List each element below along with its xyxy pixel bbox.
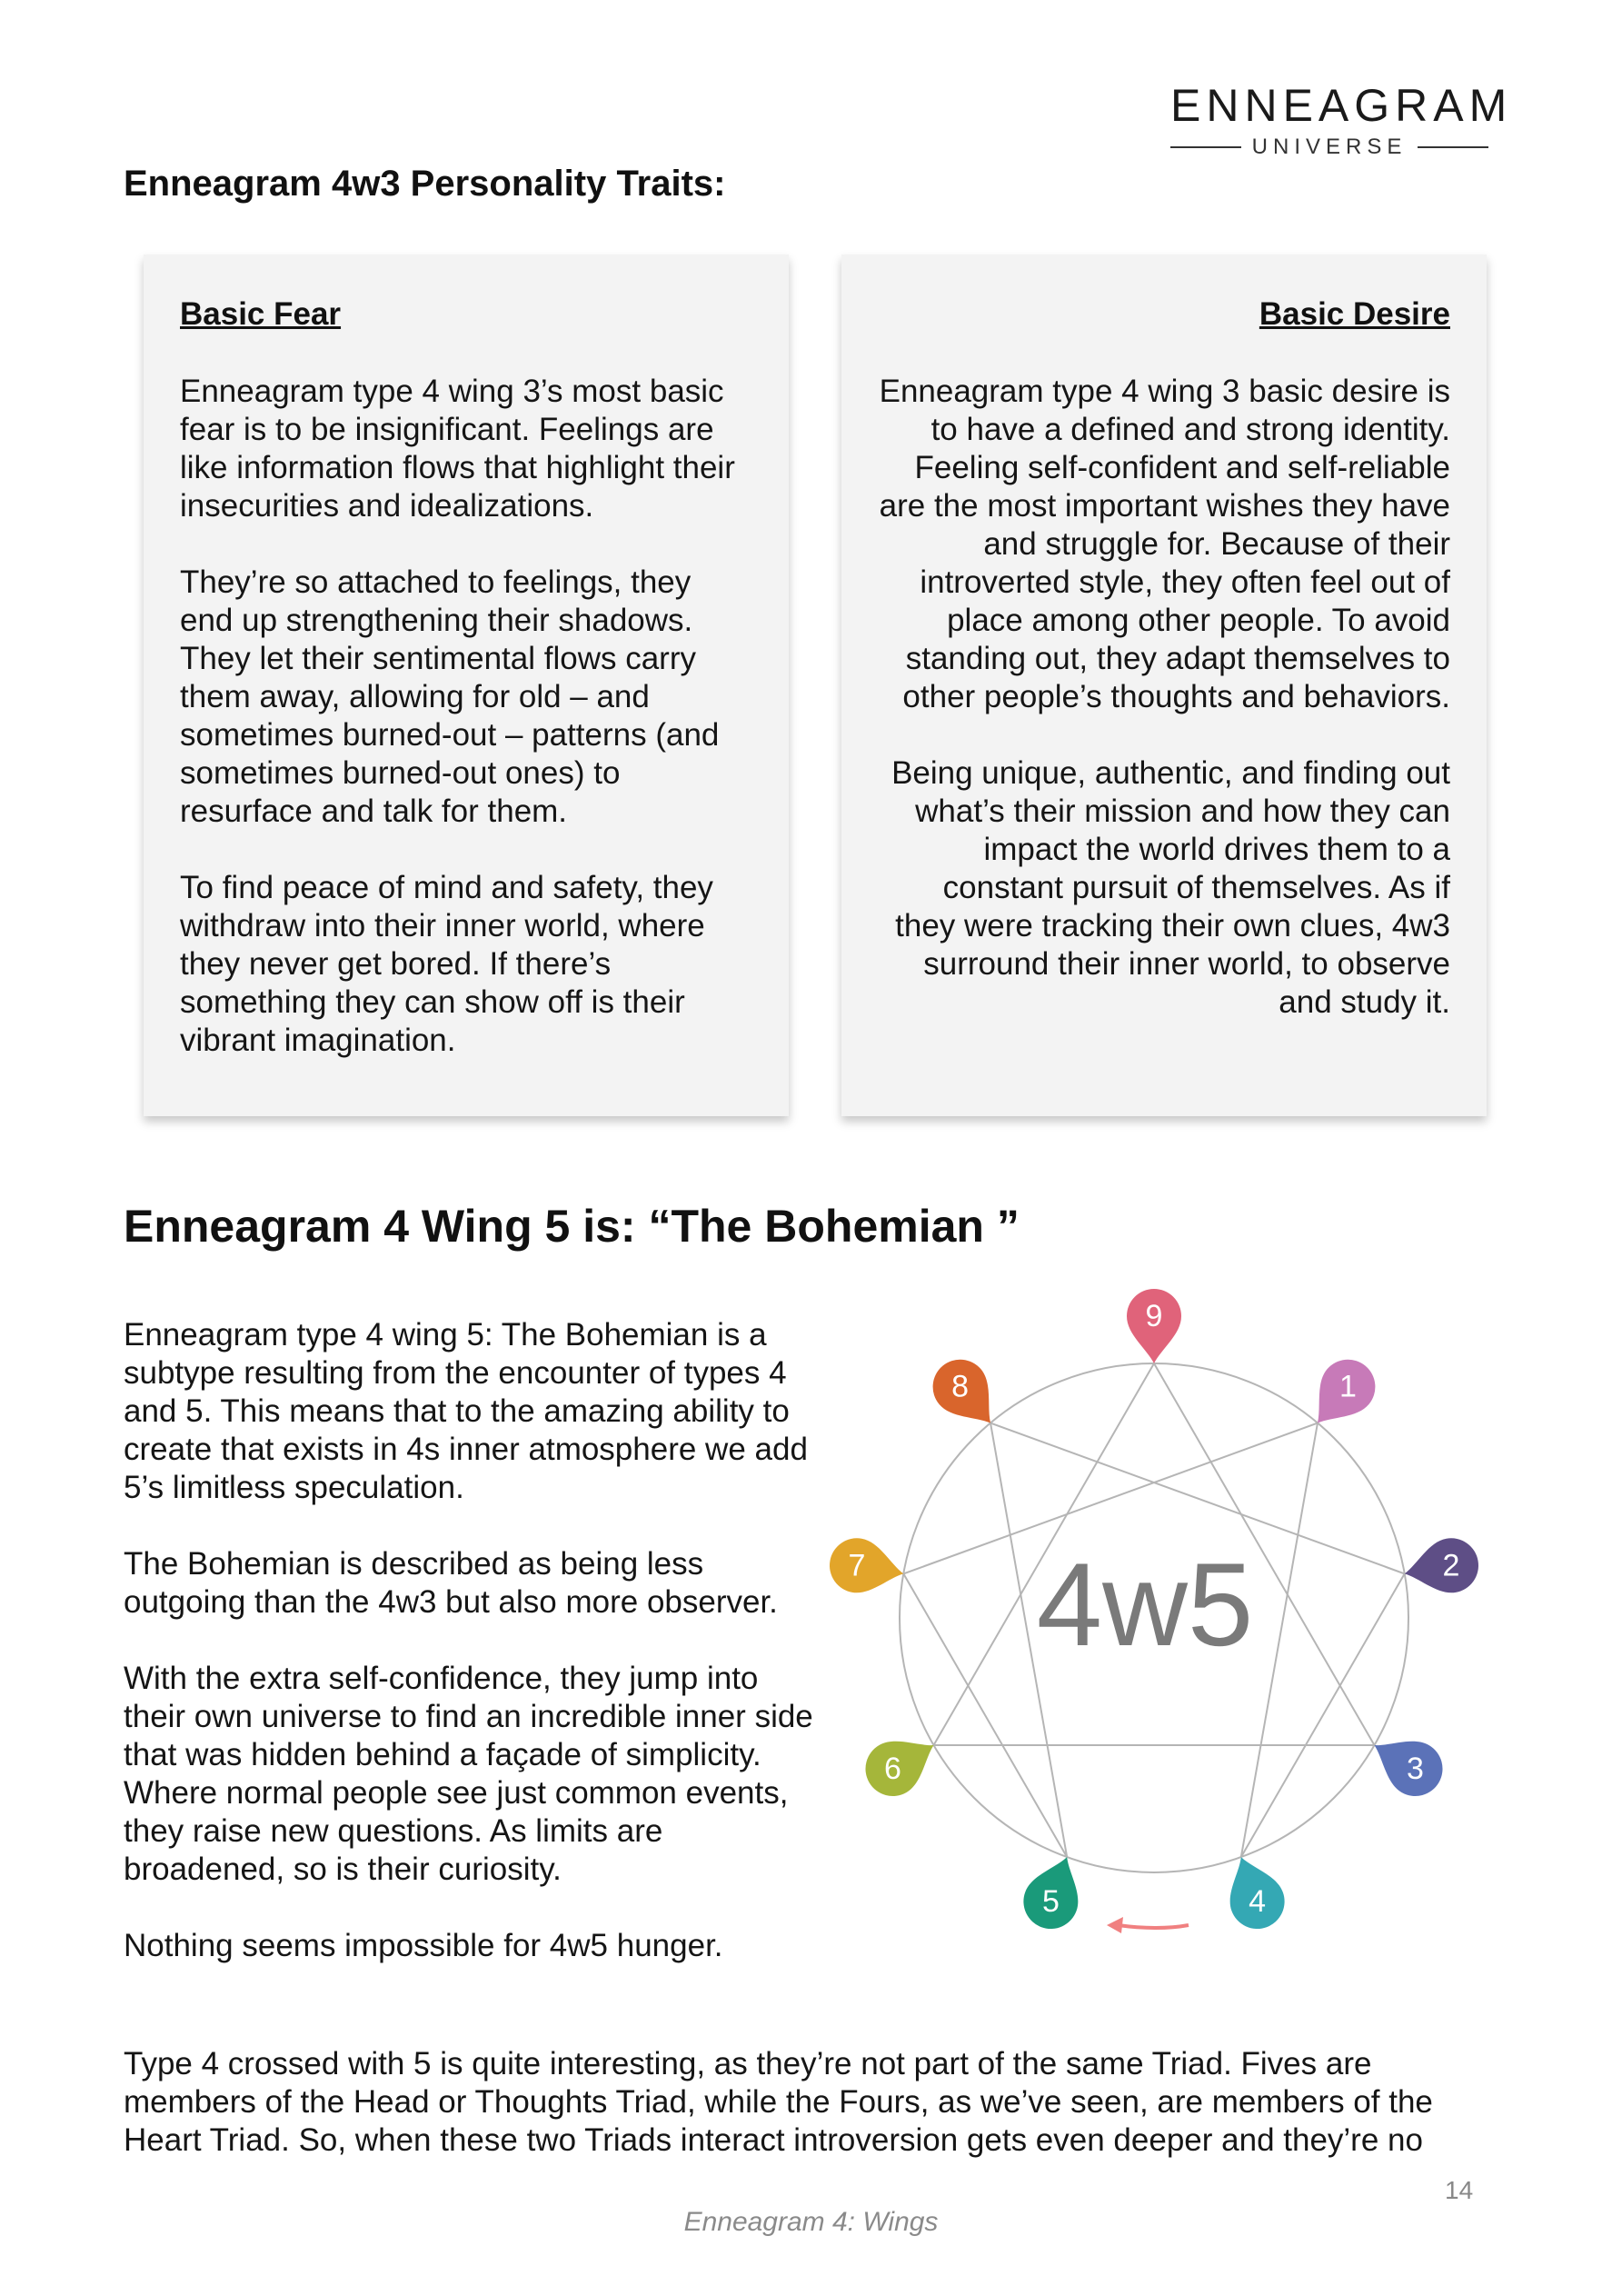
point-marker xyxy=(1127,1289,1181,1363)
wing-paragraph: Nothing seems impossible for 4w5 hunger. xyxy=(124,1928,723,1963)
point-label: 3 xyxy=(1407,1752,1424,1786)
basic-desire-paragraph: Enneagram type 4 wing 3 basic desire is … xyxy=(879,374,1450,714)
enneagram-point-1: 1 xyxy=(1317,1359,1376,1423)
point-label: 5 xyxy=(1042,1884,1060,1919)
wing-paragraph: The Bohemian is described as being less … xyxy=(124,1546,778,1620)
wing-arrow xyxy=(1117,1923,1189,1930)
point-marker xyxy=(1374,1741,1443,1796)
point-marker xyxy=(932,1359,991,1423)
brand-sub-row: UNIVERSE xyxy=(1170,135,1489,160)
logo-divider-right xyxy=(1418,146,1489,148)
wing-paragraph: Enneagram type 4 wing 5: The Bohemian is… xyxy=(124,1317,808,1505)
point-marker xyxy=(1404,1538,1478,1593)
wing-arrow-head xyxy=(1107,1917,1123,1933)
diagram-center-label: 4w5 xyxy=(1037,1538,1253,1671)
basic-fear-paragraph: To find peace of mind and safety, they w… xyxy=(180,870,713,1058)
point-marker xyxy=(1229,1857,1285,1929)
logo-divider-left xyxy=(1170,146,1241,148)
wing-description: Enneagram type 4 wing 5: The Bohemian is… xyxy=(124,1316,814,2003)
enneagram-point-8: 8 xyxy=(932,1359,991,1423)
wing-full-paragraph: Type 4 crossed with 5 is quite interesti… xyxy=(124,2046,1433,2158)
enneagram-point-3: 3 xyxy=(1374,1741,1443,1796)
enneagram-point-7: 7 xyxy=(830,1538,904,1593)
wing-paragraph: With the extra self-confidence, they jum… xyxy=(124,1661,813,1887)
brand-logo: ENNEAGRAM UNIVERSE xyxy=(1170,80,1513,160)
brand-sub: UNIVERSE xyxy=(1251,135,1408,159)
basic-desire-card: Basic Desire Enneagram type 4 wing 3 bas… xyxy=(841,255,1487,1116)
point-label: 1 xyxy=(1339,1370,1357,1404)
enneagram-point-4: 4 xyxy=(1229,1857,1285,1929)
basic-fear-paragraph: They’re so attached to feelings, they en… xyxy=(180,564,720,829)
point-label: 7 xyxy=(849,1548,866,1582)
page-footer: Enneagram 4: Wings xyxy=(683,2207,939,2237)
enneagram-point-2: 2 xyxy=(1404,1538,1478,1593)
point-label: 4 xyxy=(1249,1884,1266,1919)
traits-title: Enneagram 4w3 Personality Traits: xyxy=(124,164,726,204)
basic-fear-paragraph: Enneagram type 4 wing 3’s most basic fea… xyxy=(180,374,735,524)
wing-title: Enneagram 4 Wing 5 is: “The Bohemian ” xyxy=(124,1201,1020,1252)
point-label: 9 xyxy=(1146,1299,1163,1333)
enneagram-point-6: 6 xyxy=(865,1741,934,1796)
point-label: 8 xyxy=(951,1370,969,1404)
point-marker xyxy=(865,1741,934,1796)
point-marker xyxy=(830,1538,904,1593)
basic-desire-heading: Basic Desire xyxy=(1259,296,1450,332)
enneagram-diagram: 4w5 9 1 2 3 4 5 6 7 8 xyxy=(830,1289,1478,1933)
basic-fear-card: Basic Fear Enneagram type 4 wing 3’s mos… xyxy=(144,255,789,1116)
point-label: 6 xyxy=(884,1752,901,1786)
brand-name: ENNEAGRAM xyxy=(1170,80,1513,131)
enneagram-points: 9 1 2 3 4 5 6 7 8 xyxy=(830,1289,1478,1929)
basic-fear-heading: Basic Fear xyxy=(180,296,342,332)
point-marker xyxy=(1023,1857,1079,1929)
enneagram-point-5: 5 xyxy=(1023,1857,1079,1929)
point-label: 2 xyxy=(1443,1548,1460,1582)
basic-desire-paragraph: Being unique, authentic, and finding out… xyxy=(891,755,1450,1020)
enneagram-triangle xyxy=(931,1362,1377,1746)
page-number: 14 xyxy=(1445,2176,1474,2204)
point-marker xyxy=(1317,1359,1376,1423)
enneagram-point-9: 9 xyxy=(1127,1289,1181,1363)
